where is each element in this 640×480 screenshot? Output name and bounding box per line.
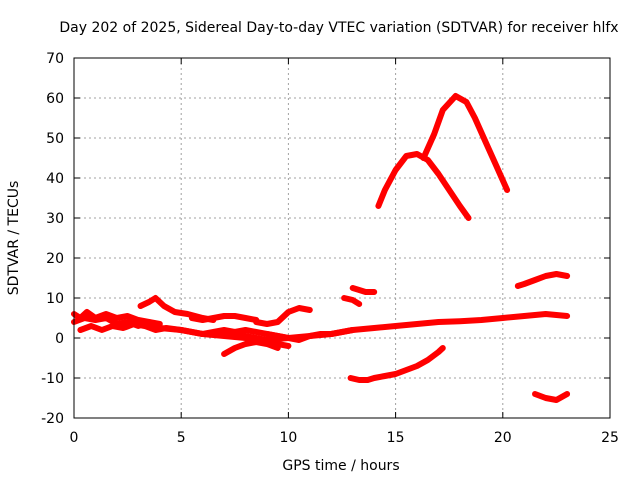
x-axis-label: GPS time / hours: [282, 458, 399, 474]
series-arc-9-11h: [253, 305, 313, 327]
y-tick-label: 10: [46, 291, 64, 307]
series-arc-early-upper: [71, 309, 163, 327]
series-arc-13-17h-neg: [347, 345, 446, 383]
series-arc-14-18.5h: [375, 151, 472, 221]
y-tick-label: 50: [46, 131, 64, 147]
y-tick-label: -20: [41, 411, 64, 427]
plot-frame: [73, 57, 611, 419]
series-arc-9-13h: [264, 327, 356, 343]
data-series: [71, 93, 571, 403]
y-axis-label: SDTVAR / TECUs: [6, 181, 22, 296]
y-tick-label: 70: [46, 51, 64, 67]
x-tick-label: 25: [601, 430, 619, 446]
x-tick-label: 5: [177, 430, 186, 446]
y-tick-label: 40: [46, 171, 64, 187]
y-tick-label: -10: [41, 371, 64, 387]
series-arc-21.5-23h-lower: [532, 391, 571, 403]
x-tick-label: 15: [387, 430, 405, 446]
chart-title: Day 202 of 2025, Sidereal Day-to-day VTE…: [59, 20, 618, 36]
series-arc-20.5-23h-upper: [514, 271, 571, 289]
series-arc-early-lower: [77, 321, 292, 349]
grid: [74, 58, 610, 418]
series-arc-16-20.5h: [420, 93, 511, 193]
y-tick-labels: -20 -10 0 10 20 30 40 50 60 70: [41, 51, 64, 427]
x-tick-labels: 0 5 10 15 20 25: [70, 430, 619, 446]
series-arc-12.5-13h: [341, 295, 363, 307]
series-arc-5-9h: [188, 313, 260, 323]
x-tick-label: 20: [494, 430, 512, 446]
ticks: [73, 57, 611, 419]
y-tick-label: 30: [46, 211, 64, 227]
series-arc-7-9h-low: [221, 339, 281, 357]
series-arc-13-14h: [349, 285, 378, 295]
series-arc-hump-4h: [137, 295, 217, 323]
y-tick-label: 20: [46, 251, 64, 267]
x-tick-label: 0: [70, 430, 79, 446]
y-tick-label: 0: [55, 331, 64, 347]
y-tick-label: 60: [46, 91, 64, 107]
x-tick-label: 10: [279, 430, 297, 446]
